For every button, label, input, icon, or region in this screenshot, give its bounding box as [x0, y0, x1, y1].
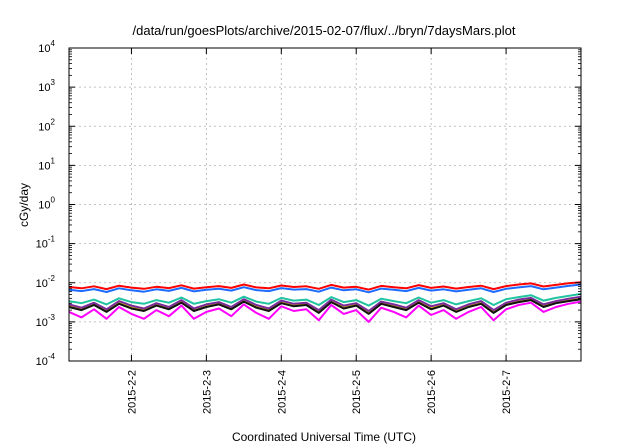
series-line-6	[68, 298, 582, 315]
y-tick-label: 10-3	[36, 313, 56, 329]
y-tick-label: 101	[38, 156, 55, 172]
y-tick-label: 102	[38, 117, 55, 133]
y-tick-label: 103	[38, 78, 55, 94]
x-tick-label: 2015-2-5	[351, 370, 363, 414]
y-tick-label: 10-2	[36, 274, 56, 290]
x-tick-label: 2015-2-7	[501, 370, 513, 414]
series-line-5	[68, 295, 582, 312]
axes: 104 103 102 101 100 10-1 10-2 10-3 10-4 2015-2-2 2…	[36, 39, 581, 414]
series-line-2	[68, 283, 582, 294]
y-tick-label: 104	[38, 39, 55, 55]
y-tick-label: 100	[38, 196, 55, 212]
series-line-7	[68, 300, 582, 323]
x-tick-label: 2015-2-2	[126, 370, 138, 414]
y-axis-label: cGy/day	[17, 183, 31, 227]
x-tick-label: 2015-2-6	[426, 370, 438, 414]
x-tick-label: 2015-2-3	[201, 370, 213, 414]
series-line-3	[68, 292, 582, 307]
series-layer	[68, 281, 582, 323]
y-tick-label: 10-1	[36, 235, 56, 251]
x-axis-label: Coordinated Universal Time (UTC)	[232, 430, 416, 444]
series-line-1	[68, 281, 582, 291]
y-tick-label: 10-4	[36, 352, 56, 368]
x-tick-label: 2015-2-4	[276, 370, 288, 414]
chart-title: /data/run/goesPlots/archive/2015-02-07/f…	[133, 23, 516, 38]
